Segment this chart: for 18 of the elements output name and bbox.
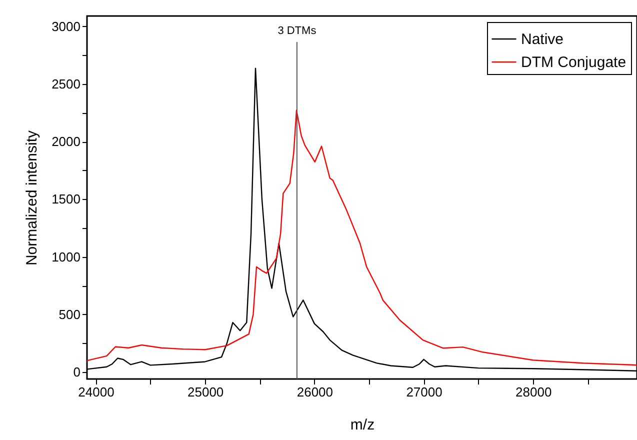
y-tick-label: 3000 bbox=[52, 18, 80, 34]
x-tick-label: 27000 bbox=[406, 384, 442, 400]
y-tick-label: 2000 bbox=[52, 134, 80, 150]
y-tick-label: 2500 bbox=[52, 76, 80, 92]
x-tick-label: 25000 bbox=[188, 384, 224, 400]
x-tick-label: 24000 bbox=[78, 384, 114, 400]
x-tick-label: 26000 bbox=[296, 384, 334, 400]
ref-line-label: 3 DTMs bbox=[278, 25, 317, 37]
y-tick-label: 1500 bbox=[52, 192, 80, 207]
y-tick-label: 500 bbox=[58, 306, 80, 322]
y-tick-label: 0 bbox=[73, 364, 80, 380]
x-tick-label: 28000 bbox=[516, 384, 552, 400]
line-series bbox=[87, 110, 637, 366]
y-tick-label: 1000 bbox=[52, 249, 80, 264]
y-axis-title: Normalized intensity bbox=[24, 130, 41, 266]
legend-label: Native bbox=[521, 31, 564, 48]
legend-label: DTM Conjugate bbox=[521, 54, 626, 71]
x-axis-title: m/z bbox=[350, 416, 375, 434]
